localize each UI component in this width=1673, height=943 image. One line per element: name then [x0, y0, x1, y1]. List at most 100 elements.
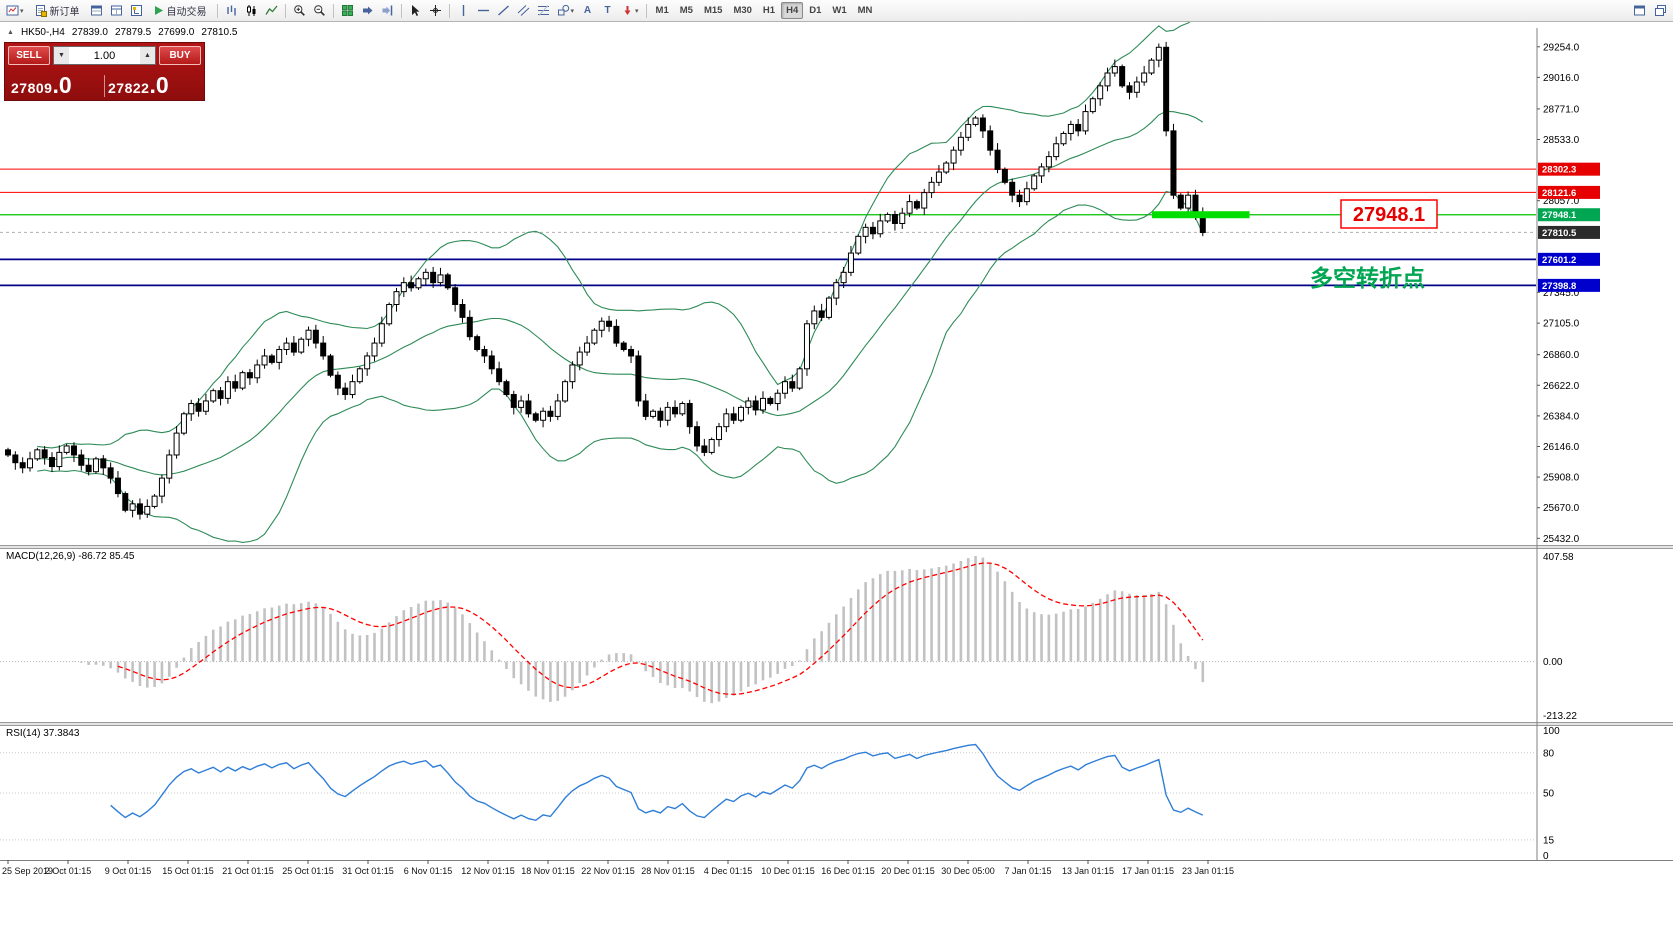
volume-increase-button[interactable]: ▲	[140, 47, 155, 64]
highlight-line[interactable]	[1152, 211, 1250, 219]
macd-panel[interactable]	[0, 556, 1536, 704]
sell-price-frac: .0	[52, 72, 72, 98]
svg-text:25670.0: 25670.0	[1543, 503, 1580, 514]
svg-text:26384.0: 26384.0	[1543, 411, 1580, 422]
ohlc-open: 27839.0	[71, 27, 108, 38]
svg-text:7 Jan 01:15: 7 Jan 01:15	[1004, 866, 1051, 876]
rsi-label: RSI(14) 37.3843	[6, 728, 80, 739]
candles-layer	[5, 41, 1206, 520]
svg-text:0.00: 0.00	[1543, 657, 1563, 668]
buy-price-main: 27822	[108, 80, 150, 96]
data-window-button[interactable]	[107, 2, 126, 20]
new-window-button[interactable]	[1630, 2, 1649, 20]
zoom-in-button[interactable]	[290, 2, 309, 20]
timeframe-row: M1 M5 M15 M30 H1 H4 D1 W1 MN	[651, 2, 878, 19]
chart-shift-icon	[382, 5, 392, 16]
chart-area[interactable]: 27948.1 多空转折点 29254.0 29016.0 28771.0 28533.0…	[0, 22, 1673, 943]
ohlc-high: 27879.5	[115, 27, 152, 38]
timeframe-mn-button[interactable]: MN	[853, 2, 878, 19]
price-badge	[1538, 252, 1600, 266]
rsi-panel[interactable]	[0, 743, 1536, 841]
svg-text:80: 80	[1543, 748, 1555, 759]
line-chart-icon	[264, 5, 278, 15]
trendline-tool-button[interactable]	[494, 2, 513, 20]
data-window-icon	[110, 5, 122, 16]
navigator-button[interactable]	[127, 2, 146, 20]
panel-toggle-icon[interactable]: ▲	[7, 29, 14, 36]
sell-price-main: 27809	[11, 80, 53, 96]
auto-trading-label: 自动交易	[166, 7, 207, 18]
arrows-tool-button[interactable]: ▾	[618, 2, 642, 20]
price-badge	[1538, 208, 1600, 222]
price-axis[interactable]: 29254.0 29016.0 28771.0 28533.0 28057.0 27345…	[1536, 28, 1600, 862]
chart-shift-button[interactable]	[378, 2, 397, 20]
svg-text:28533.0: 28533.0	[1543, 135, 1580, 146]
cursor-icon	[411, 5, 420, 16]
volume-control: ▼ 1.00 ▲	[53, 46, 156, 65]
vertical-line-tool-button[interactable]	[454, 2, 473, 20]
price-callout-box[interactable]	[1340, 199, 1438, 229]
candlestick-chart-button[interactable]	[242, 2, 261, 20]
zoom-out-icon	[313, 5, 325, 16]
channel-tool-button[interactable]	[514, 2, 533, 20]
svg-text:26860.0: 26860.0	[1543, 350, 1580, 361]
fibonacci-tool-button[interactable]	[534, 2, 553, 20]
sell-price-button[interactable]: 27809 .0	[8, 72, 104, 98]
svg-text:0: 0	[1543, 851, 1549, 862]
buy-price-button[interactable]: 27822 .0	[104, 72, 201, 98]
timeframe-h1-button[interactable]: H1	[758, 2, 780, 19]
line-chart-button[interactable]	[262, 2, 281, 20]
auto-trading-button[interactable]: 自动交易	[147, 2, 213, 20]
shapes-tool-button[interactable]: ▾	[554, 2, 578, 20]
svg-text:28057.0: 28057.0	[1543, 196, 1580, 207]
sell-button[interactable]: SELL	[8, 46, 50, 65]
bar-chart-button[interactable]	[222, 2, 241, 20]
toolbar-separator	[645, 3, 647, 18]
auto-scroll-icon	[362, 6, 373, 15]
zoom-out-button[interactable]	[310, 2, 329, 20]
auto-scroll-button[interactable]	[358, 2, 377, 20]
svg-text:25908.0: 25908.0	[1543, 473, 1580, 484]
new-chart-button[interactable]: ▾	[3, 2, 27, 20]
timeframe-d1-button[interactable]: D1	[804, 2, 826, 19]
svg-text:10 Dec 01:15: 10 Dec 01:15	[761, 866, 815, 876]
horizontal-line-tool-button[interactable]	[474, 2, 493, 20]
svg-text:29254.0: 29254.0	[1543, 42, 1580, 53]
one-click-trading-panel: SELL ▼ 1.00 ▲ BUY 27809 .0 27822 .0	[4, 42, 205, 101]
buy-price-frac: .0	[149, 72, 169, 98]
timeframe-m30-button[interactable]: M30	[728, 2, 756, 19]
timeframe-m5-button[interactable]: M5	[675, 2, 698, 19]
text-tool-button[interactable]: A	[578, 2, 597, 20]
price-badge	[1538, 278, 1600, 292]
svg-text:100: 100	[1543, 726, 1560, 737]
price-badge	[1538, 162, 1600, 176]
svg-text:4 Dec 01:15: 4 Dec 01:15	[704, 866, 753, 876]
ohlc-header: ▲ HK50-,H4 27839.0 27879.5 27699.0 27810…	[7, 27, 237, 38]
crosshair-button[interactable]	[426, 2, 445, 20]
new-order-button[interactable]: 新订单	[28, 2, 86, 20]
timeframe-h4-button[interactable]: H4	[781, 2, 804, 19]
volume-input[interactable]: 1.00	[93, 49, 116, 62]
timeframe-w1-button[interactable]: W1	[827, 2, 851, 19]
ohlc-close: 27810.5	[201, 27, 238, 38]
timeframe-m1-button[interactable]: M1	[651, 2, 674, 19]
ohlc-low: 27699.0	[158, 27, 195, 38]
svg-text:20 Dec 01:15: 20 Dec 01:15	[881, 866, 935, 876]
timeframe-m15-button[interactable]: M15	[699, 2, 727, 19]
volume-decrease-button[interactable]: ▼	[54, 47, 69, 64]
zoom-in-icon	[293, 5, 305, 16]
cascade-windows-button[interactable]	[1651, 2, 1670, 20]
svg-text:25 Oct 01:15: 25 Oct 01:15	[282, 866, 334, 876]
svg-text:13 Jan 01:15: 13 Jan 01:15	[1062, 866, 1114, 876]
toolbar-separator	[448, 3, 450, 18]
new-chart-icon	[6, 5, 19, 16]
rsi-line	[110, 743, 1204, 822]
label-tool-button[interactable]: T	[598, 2, 617, 20]
svg-text:25 Sep 2019: 25 Sep 2019	[2, 866, 53, 876]
turning-point-text[interactable]: 多空转折点	[1310, 265, 1425, 291]
buy-button[interactable]: BUY	[159, 46, 201, 65]
tile-windows-button[interactable]	[338, 2, 357, 20]
cursor-button[interactable]	[406, 2, 425, 20]
market-watch-button[interactable]	[87, 2, 106, 20]
